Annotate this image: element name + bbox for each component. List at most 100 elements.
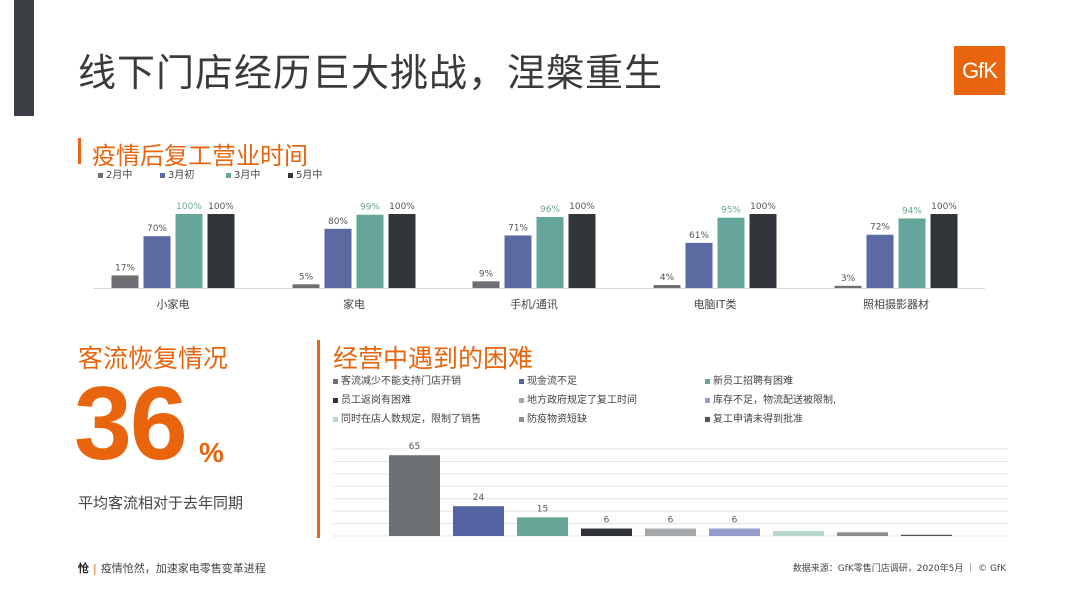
difficulty-bar (581, 528, 632, 536)
legend-swatch (226, 172, 231, 178)
difficulty-legend-item: 员工返岗有困难 (333, 391, 411, 406)
reopen-bar (834, 285, 862, 288)
reopen-category-label: 电脑IT类 (694, 297, 737, 311)
reopen-bar (356, 214, 384, 288)
difficulty-bar (709, 528, 760, 536)
reopen-data-label: 5% (299, 272, 314, 282)
reopen-category-label: 手机/通讯 (510, 297, 558, 311)
legend-item-mar-early: 3月初 (160, 166, 194, 181)
reopen-data-label: 100% (208, 202, 234, 212)
reopen-data-label: 94% (902, 206, 922, 216)
reopen-data-label: 100% (569, 202, 595, 212)
legend-swatch (333, 378, 338, 384)
legend-label: 现金流不足 (527, 376, 577, 387)
footer-brand: 怆 (78, 562, 89, 575)
reopen-data-label: 61% (689, 231, 709, 241)
reopen-data-label: 70% (147, 224, 167, 234)
legend-item-may-mid: 5月中 (288, 166, 322, 181)
reopen-bar (749, 214, 777, 288)
reopen-data-label: 100% (750, 202, 776, 212)
reopen-data-label: 80% (328, 217, 348, 227)
legend-swatch (519, 397, 524, 403)
legend-swatch (333, 397, 338, 403)
difficulty-legend-item: 新员工招聘有困难 (705, 372, 793, 387)
legend-label: 3月中 (234, 170, 261, 181)
reopen-data-label: 100% (176, 202, 202, 212)
traffic-recovery-value: 36 (74, 366, 188, 482)
reopen-data-label: 71% (508, 223, 528, 233)
section-marker-difficulty (317, 340, 320, 538)
reopen-data-label: 100% (389, 202, 415, 212)
legend-label: 员工返岗有困难 (341, 395, 411, 406)
section-title-reopen: 疫情后复工营业时间 (92, 142, 308, 170)
difficulty-bar (389, 455, 440, 536)
reopen-bar (143, 236, 171, 288)
difficulty-data-label: 15 (537, 504, 548, 514)
legend-swatch (333, 416, 338, 422)
legend-swatch (160, 172, 165, 178)
difficulty-legend-item: 复工申请未得到批准 (705, 410, 803, 425)
difficulty-bar (453, 506, 504, 536)
legend-label: 库存不足，物流配送被限制, (713, 395, 837, 406)
reopen-bar (472, 281, 500, 288)
difficulty-legend-item: 防疫物资短缺 (519, 410, 587, 425)
footer-source: 数据来源：GfK零售门店调研，2020年5月 ｜ © GfK (792, 564, 1006, 574)
reopen-bar (388, 214, 416, 288)
difficulty-bar (645, 528, 696, 536)
legend-label: 3月初 (168, 170, 195, 181)
reopen-bar (504, 235, 532, 288)
reopen-category-label: 家电 (343, 297, 365, 311)
reopen-bar (930, 214, 958, 288)
legend-label: 客流减少不能支持门店开销 (341, 376, 461, 387)
reopen-category-label: 小家电 (157, 297, 190, 311)
reopen-data-label: 72% (870, 223, 890, 233)
section-title-difficulty: 经营中遇到的困难 (333, 344, 534, 373)
section-title-traffic: 客流恢复情况 (78, 344, 229, 373)
legend-swatch (288, 172, 293, 178)
reopen-data-label: 9% (479, 269, 494, 279)
difficulty-bar (901, 534, 952, 536)
difficulty-bar (773, 531, 824, 536)
difficulty-data-label: 24 (473, 493, 485, 503)
legend-swatch (98, 172, 103, 178)
reopen-bar (717, 217, 745, 288)
legend-swatch (519, 378, 524, 384)
difficulty-legend-item: 库存不足，物流配送被限制, (705, 391, 836, 406)
difficulty-bar (837, 532, 888, 536)
legend-label: 2月中 (106, 170, 133, 181)
reopen-bar (866, 234, 894, 288)
difficulty-legend-item: 地方政府规定了复工时间 (519, 391, 637, 406)
legend-label: 新员工招聘有困难 (713, 376, 793, 387)
legend-swatch (519, 416, 524, 422)
left-accent-bar (14, 0, 34, 116)
reopen-bar (653, 285, 681, 288)
reopen-bar (111, 275, 139, 288)
difficulty-legend-item: 现金流不足 (519, 372, 577, 387)
legend-swatch (705, 416, 710, 422)
legend-swatch (705, 378, 710, 384)
difficulty-bar (517, 517, 568, 536)
reopen-bar (536, 216, 564, 288)
difficulty-data-label: 65 (409, 442, 420, 452)
footer-divider: | (93, 562, 97, 575)
reopen-data-label: 95% (721, 206, 741, 216)
reopen-bar (898, 218, 926, 288)
reopen-data-label: 4% (660, 273, 675, 283)
legend-label: 同时在店人数规定，限制了销售 (341, 414, 481, 425)
difficulty-legend-item: 同时在店人数规定，限制了销售 (333, 410, 481, 425)
reopen-bar (207, 214, 235, 288)
reopen-data-label: 96% (540, 205, 560, 215)
reopen-data-label: 17% (115, 263, 135, 273)
footer-slogan: 疫情怆然，加速家电零售变革进程 (100, 562, 266, 575)
reopen-bar (568, 214, 596, 288)
difficulty-data-label: 6 (604, 516, 610, 526)
legend-swatch (705, 397, 710, 403)
page-title: 线下门店经历巨大挑战，涅槃重生 (78, 51, 664, 95)
section-marker-reopen (78, 138, 81, 164)
legend-label: 5月中 (296, 170, 323, 181)
reopen-bar (685, 242, 713, 288)
traffic-recovery-label: 平均客流相对于去年同期 (78, 494, 244, 512)
legend-item-mar-mid: 3月中 (226, 166, 260, 181)
gfk-logo: GfK (954, 46, 1005, 95)
